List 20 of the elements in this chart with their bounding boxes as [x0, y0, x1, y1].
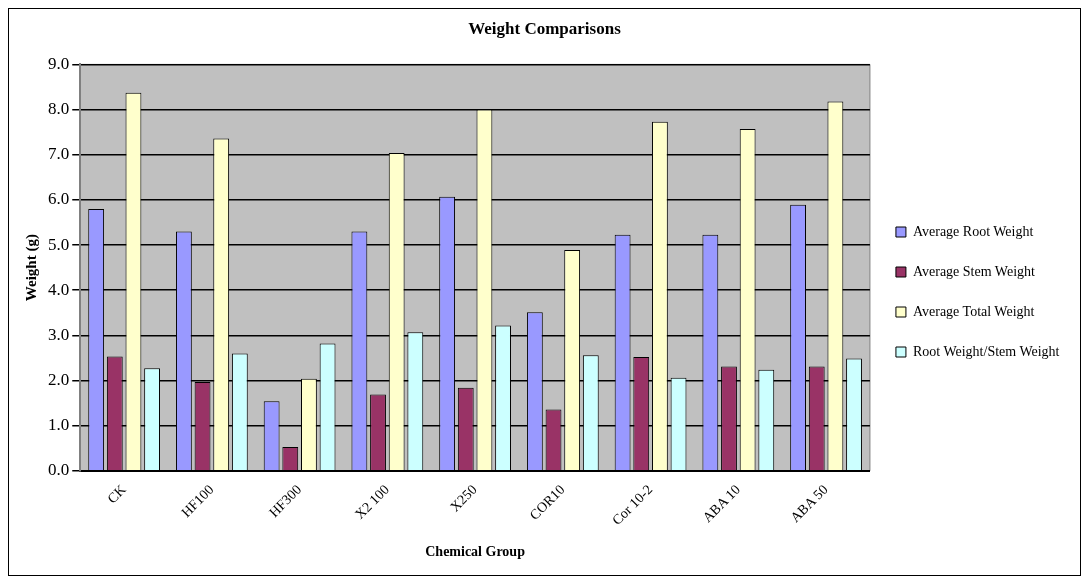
y-tick-label: 3.0 — [48, 324, 70, 344]
legend-label: Average Stem Weight — [912, 263, 1036, 279]
chart-title: Weight Comparisons — [468, 18, 622, 38]
y-tick-label: 2.0 — [48, 370, 70, 389]
legend-label: Average Total Weight — [912, 303, 1035, 319]
x-tick-label: X2 100 — [352, 481, 393, 522]
y-tick-label: 7.0 — [48, 144, 70, 164]
y-axis-title: Weight (g) — [22, 234, 40, 302]
y-tick-label: 0.0 — [48, 460, 70, 480]
x-axis-title: Chemical Group — [425, 544, 526, 560]
y-tick-label: 4.0 — [48, 279, 70, 299]
x-tick-label: CK — [104, 481, 129, 507]
legend-label: Root Weight/Stem Weight — [912, 343, 1060, 359]
y-tick-label: 6.0 — [48, 189, 70, 209]
legend-label: Average Root Weight — [912, 223, 1034, 239]
x-tick-label: Cor 10-2 — [609, 481, 656, 528]
y-tick-label: 8.0 — [48, 99, 70, 119]
y-tick-label: 9.0 — [48, 53, 70, 73]
y-tick-label: 1.0 — [48, 415, 70, 435]
y-tick-label: 5.0 — [48, 234, 70, 254]
